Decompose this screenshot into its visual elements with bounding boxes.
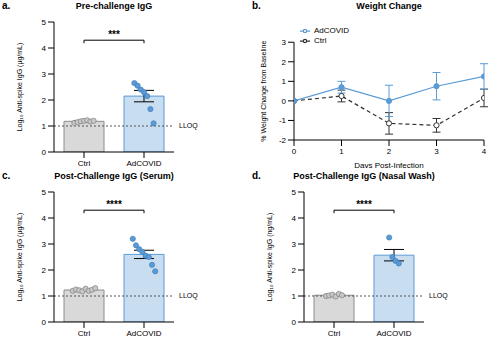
svg-text:3: 3	[42, 240, 47, 249]
html-text:Post-Challenge IgG (Nasal Wash: Post-Challenge IgG (Nasal Wash)	[293, 171, 435, 181]
html-text:a.: a.	[2, 0, 11, 11]
svg-text:4: 4	[292, 214, 297, 223]
svg-text:1: 1	[42, 122, 47, 131]
svg-text:Days Post-Infection: Days Post-Infection	[354, 161, 423, 168]
svg-text:0: 0	[292, 147, 297, 156]
svg-text:Ctrl: Ctrl	[78, 329, 91, 338]
svg-text:AdCOVID: AdCOVID	[126, 329, 161, 338]
svg-text:AdCOVID: AdCOVID	[126, 159, 161, 168]
svg-text:% Weight Change from Baseline: % Weight Change from Baseline	[260, 40, 268, 141]
html-text:Ctrl: Ctrl	[314, 36, 327, 46]
svg-text:3: 3	[434, 147, 439, 156]
svg-text:LLOQ: LLOQ	[179, 122, 198, 130]
svg-text:4: 4	[42, 44, 47, 53]
html-text:c.: c.	[2, 170, 11, 181]
svg-text:-2: -2	[279, 136, 287, 145]
svg-text:Log₁₀ Anti-spike IgG (µg/mL): Log₁₀ Anti-spike IgG (µg/mL)	[16, 43, 24, 132]
svg-text:LLOQ: LLOQ	[429, 292, 448, 300]
svg-text:1: 1	[282, 77, 287, 86]
html-text:AdCOVID: AdCOVID	[314, 26, 350, 36]
svg-text:5: 5	[42, 18, 47, 27]
svg-text:2: 2	[282, 58, 287, 67]
html-text:Pre-challenge IgG: Pre-challenge IgG	[75, 1, 153, 11]
svg-text:5: 5	[292, 188, 297, 197]
svg-text:3: 3	[42, 70, 47, 79]
svg-text:2: 2	[387, 147, 392, 156]
svg-text:****: ****	[356, 199, 372, 210]
svg-text:0: 0	[292, 318, 297, 327]
svg-text:2: 2	[42, 266, 47, 275]
svg-text:-1: -1	[279, 116, 287, 125]
svg-text:1: 1	[292, 292, 297, 301]
svg-text:LLOQ: LLOQ	[179, 292, 198, 300]
svg-text:1: 1	[339, 147, 344, 156]
svg-text:AdCOVID: AdCOVID	[376, 329, 411, 338]
svg-text:Log₁₀ Anti-spike IgG (ng/mL): Log₁₀ Anti-spike IgG (ng/mL)	[266, 213, 274, 302]
svg-text:5: 5	[42, 188, 47, 197]
svg-text:0: 0	[42, 318, 47, 327]
svg-text:****: ****	[106, 199, 122, 210]
html-text:Weight Change: Weight Change	[356, 1, 422, 11]
svg-text:4: 4	[482, 147, 487, 156]
html-text:d.: d.	[252, 170, 261, 181]
svg-text:0: 0	[282, 97, 287, 106]
svg-text:Log₁₀ Anti-spike IgG (µg/mL): Log₁₀ Anti-spike IgG (µg/mL)	[16, 213, 24, 302]
svg-text:0: 0	[42, 148, 47, 157]
svg-text:2: 2	[292, 266, 297, 275]
svg-text:Ctrl: Ctrl	[328, 329, 341, 338]
svg-text:Ctrl: Ctrl	[78, 159, 91, 168]
svg-text:3: 3	[282, 38, 287, 47]
svg-text:***: ***	[108, 29, 120, 40]
svg-text:1: 1	[42, 292, 47, 301]
svg-text:4: 4	[42, 214, 47, 223]
svg-text:3: 3	[292, 240, 297, 249]
html-text:Post-Challenge IgG (Serum): Post-Challenge IgG (Serum)	[54, 171, 174, 181]
svg-text:2: 2	[42, 96, 47, 105]
html-text:b.: b.	[252, 0, 261, 11]
